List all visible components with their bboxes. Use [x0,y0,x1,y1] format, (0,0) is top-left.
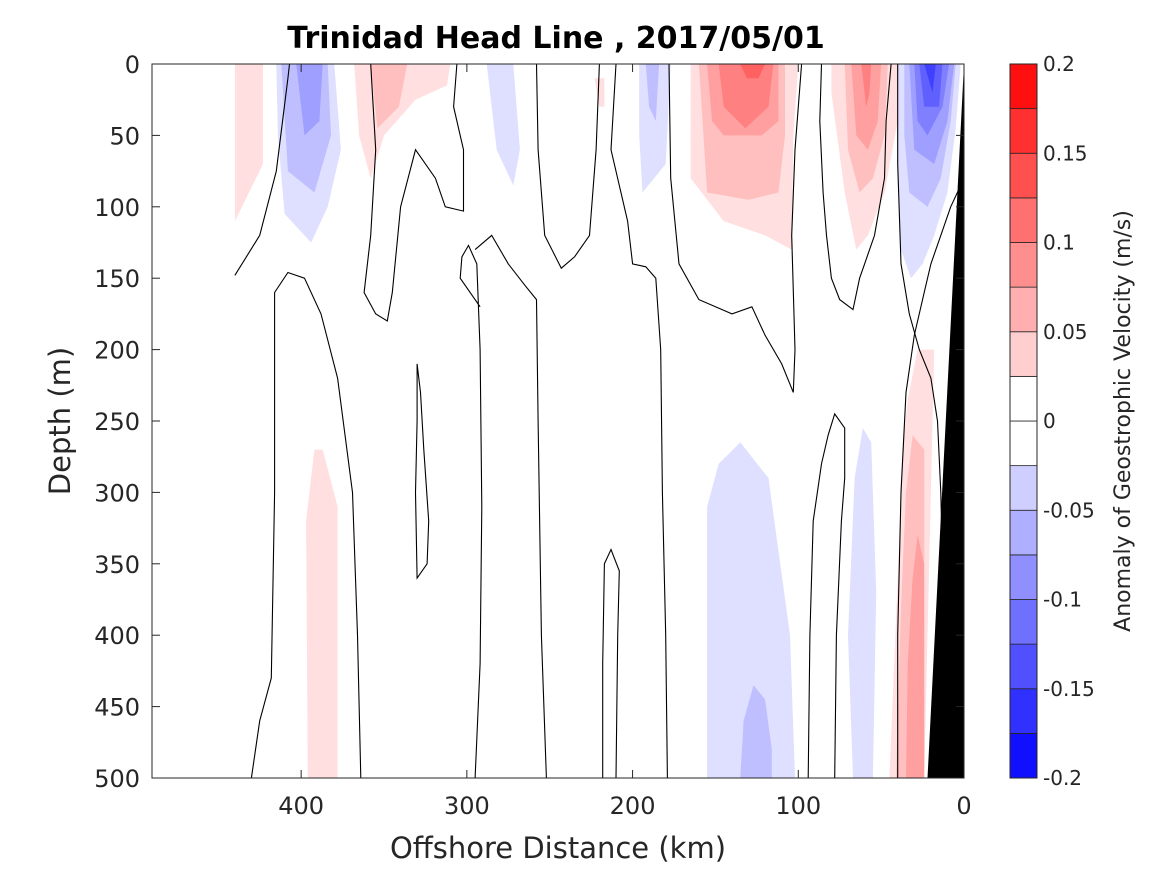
x-tick-label-0: 0 [956,792,971,820]
y-axis-label: Depth (m) [43,347,77,495]
velocity-region-27 [740,685,772,778]
colorbar-label: Anomaly of Geostrophic Velocity (m/s) [1111,210,1136,632]
zero-contour-8 [610,63,668,779]
x-tick-label-300: 300 [444,792,490,820]
colorbar-bin-9 [1009,331,1038,377]
velocity-region-14 [740,64,766,79]
colorbar-tick-label-4: 0 [1043,409,1056,433]
velocity-region-31 [906,535,925,778]
y-tick-label-350: 350 [94,551,140,579]
bathymetry-mask [927,64,964,778]
colorbar-bin-0 [1009,732,1038,779]
zero-contour-1 [250,271,362,779]
y-tick-label-400: 400 [94,622,140,650]
velocity-region-8 [639,64,671,193]
zero-contour-11 [819,63,892,311]
velocity-contour-fills [234,64,961,778]
x-axis-ticks: 400 300 200 100 0 [278,64,972,820]
x-tick-label-400: 400 [278,792,324,820]
zero-contour-6 [535,63,600,270]
y-tick-label-500: 500 [94,765,140,793]
velocity-region-5 [370,64,408,129]
zero-contour-lines [234,63,965,779]
y-tick-label-0: 0 [125,51,140,79]
zero-contour-9 [668,63,803,393]
velocity-region-3 [296,64,323,136]
y-tick-label-50: 50 [109,122,140,150]
colorbar-bin-4 [1009,554,1038,600]
zero-contour-7 [602,548,620,779]
y-tick-label-250: 250 [94,408,140,436]
velocity-region-28 [848,428,877,778]
colorbar-bin-13 [1009,152,1038,199]
colorbar-bin-5 [1009,509,1038,556]
y-tick-label-200: 200 [94,337,140,365]
chart-title: Trinidad Head Line , 2017/05/01 [287,21,824,56]
y-tick-label-450: 450 [94,694,140,722]
y-axis-ticks: 0 50 100 150 200 250 300 350 400 450 500 [94,51,964,793]
colorbar-bin-7 [1009,420,1038,467]
velocity-region-17 [851,64,882,150]
velocity-region-9 [645,64,660,122]
colorbar-tick-label-1: -0.15 [1043,677,1095,701]
x-tick-label-100: 100 [775,792,821,820]
colorbar-bin-3 [1009,599,1038,645]
colorbar-bin-6 [1009,465,1038,511]
velocity-region-24 [924,64,936,93]
velocity-region-6 [486,64,520,186]
colorbar-bin-15 [1009,63,1038,110]
zero-contour-10 [807,412,846,779]
velocity-region-25 [306,449,338,778]
zero-contour-4 [459,244,483,779]
zero-contour-13 [897,177,965,778]
velocity-region-13 [718,64,774,129]
y-tick-label-150: 150 [94,265,140,293]
y-tick-label-100: 100 [94,194,140,222]
colorbar [1009,63,1038,779]
colorbar-bin-1 [1009,688,1038,734]
velocity-region-26 [707,442,795,778]
x-tick-label-200: 200 [610,792,656,820]
colorbar-bin-8 [1009,375,1038,422]
colorbar-bin-11 [1009,242,1038,288]
colorbar-tick-label-6: 0.1 [1043,231,1075,255]
colorbar-tick-label-0: -0.2 [1043,766,1082,790]
colorbar-tick-label-2: -0.1 [1043,588,1082,612]
colorbar-bin-10 [1009,286,1038,333]
colorbar-tick-label-5: 0.05 [1043,320,1088,344]
velocity-region-18 [861,64,872,107]
colorbar-tick-label-3: -0.05 [1043,498,1095,522]
colorbar-ticks: -0.2 -0.15 -0.1 -0.05 0 0.05 0.1 0.15 0.2 [1043,52,1095,790]
y-tick-label-300: 300 [94,479,140,507]
zero-contour-0 [234,63,291,276]
colorbar-tick-label-7: 0.15 [1043,141,1088,165]
colorbar-bin-2 [1009,643,1038,690]
x-axis-label: Offshore Distance (km) [390,831,726,865]
velocity-region-0 [234,64,263,222]
zero-contour-3 [414,363,430,580]
zero-contour-5 [474,234,547,779]
colorbar-tick-label-8: 0.2 [1043,52,1075,76]
zero-contour-2 [363,63,465,322]
colorbar-bin-14 [1009,108,1038,154]
velocity-region-7 [594,78,605,107]
colorbar-bin-12 [1009,197,1038,243]
colorbar-frame [1009,63,1038,779]
